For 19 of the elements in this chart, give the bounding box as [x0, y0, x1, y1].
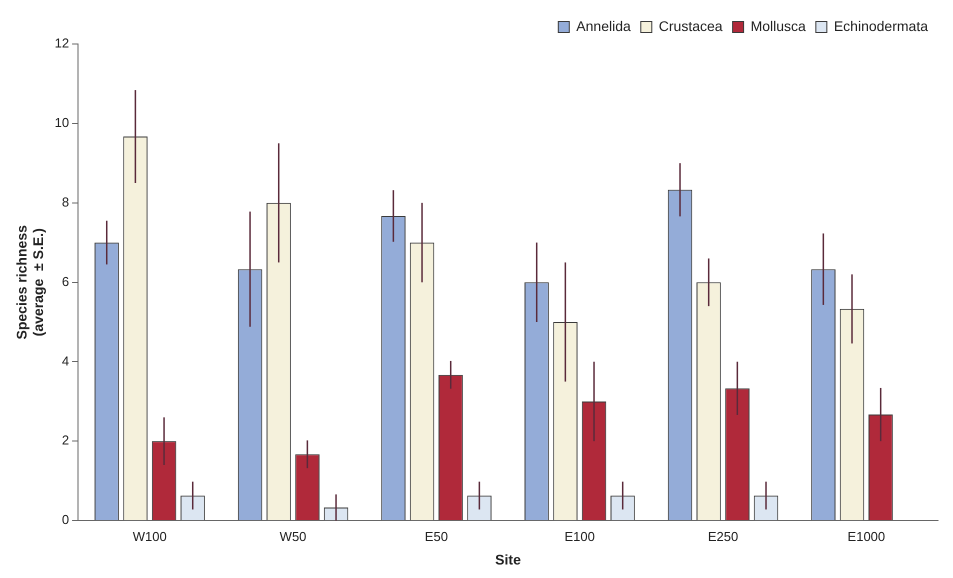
y-tick-label: 10 [54, 115, 70, 130]
x-tick-label: W100 [132, 528, 167, 544]
x-tick-label: W50 [280, 528, 306, 544]
x-tick-label: E1000 [848, 528, 886, 544]
y-tick-label: 8 [62, 194, 70, 210]
y-tick-label: 12 [54, 36, 70, 51]
y-tick-label: 2 [62, 432, 70, 448]
x-tick-label: E50 [424, 528, 448, 544]
legend-label: Mollusca [750, 18, 806, 34]
legend-label: Echinodermata [834, 18, 928, 34]
x-tick-label: E250 [708, 528, 738, 544]
x-axis-title: Site [495, 551, 522, 568]
y-tick-label: 4 [62, 353, 70, 368]
y-axis-title: Species richness (average ± S.E.) [13, 224, 46, 340]
y-tick-label: 6 [62, 274, 70, 289]
x-tick-label: E100 [564, 528, 595, 544]
y-tick-label: 0 [62, 512, 70, 528]
legend-label: Annelida [576, 18, 631, 34]
legend-label: Crustacea [658, 18, 723, 34]
